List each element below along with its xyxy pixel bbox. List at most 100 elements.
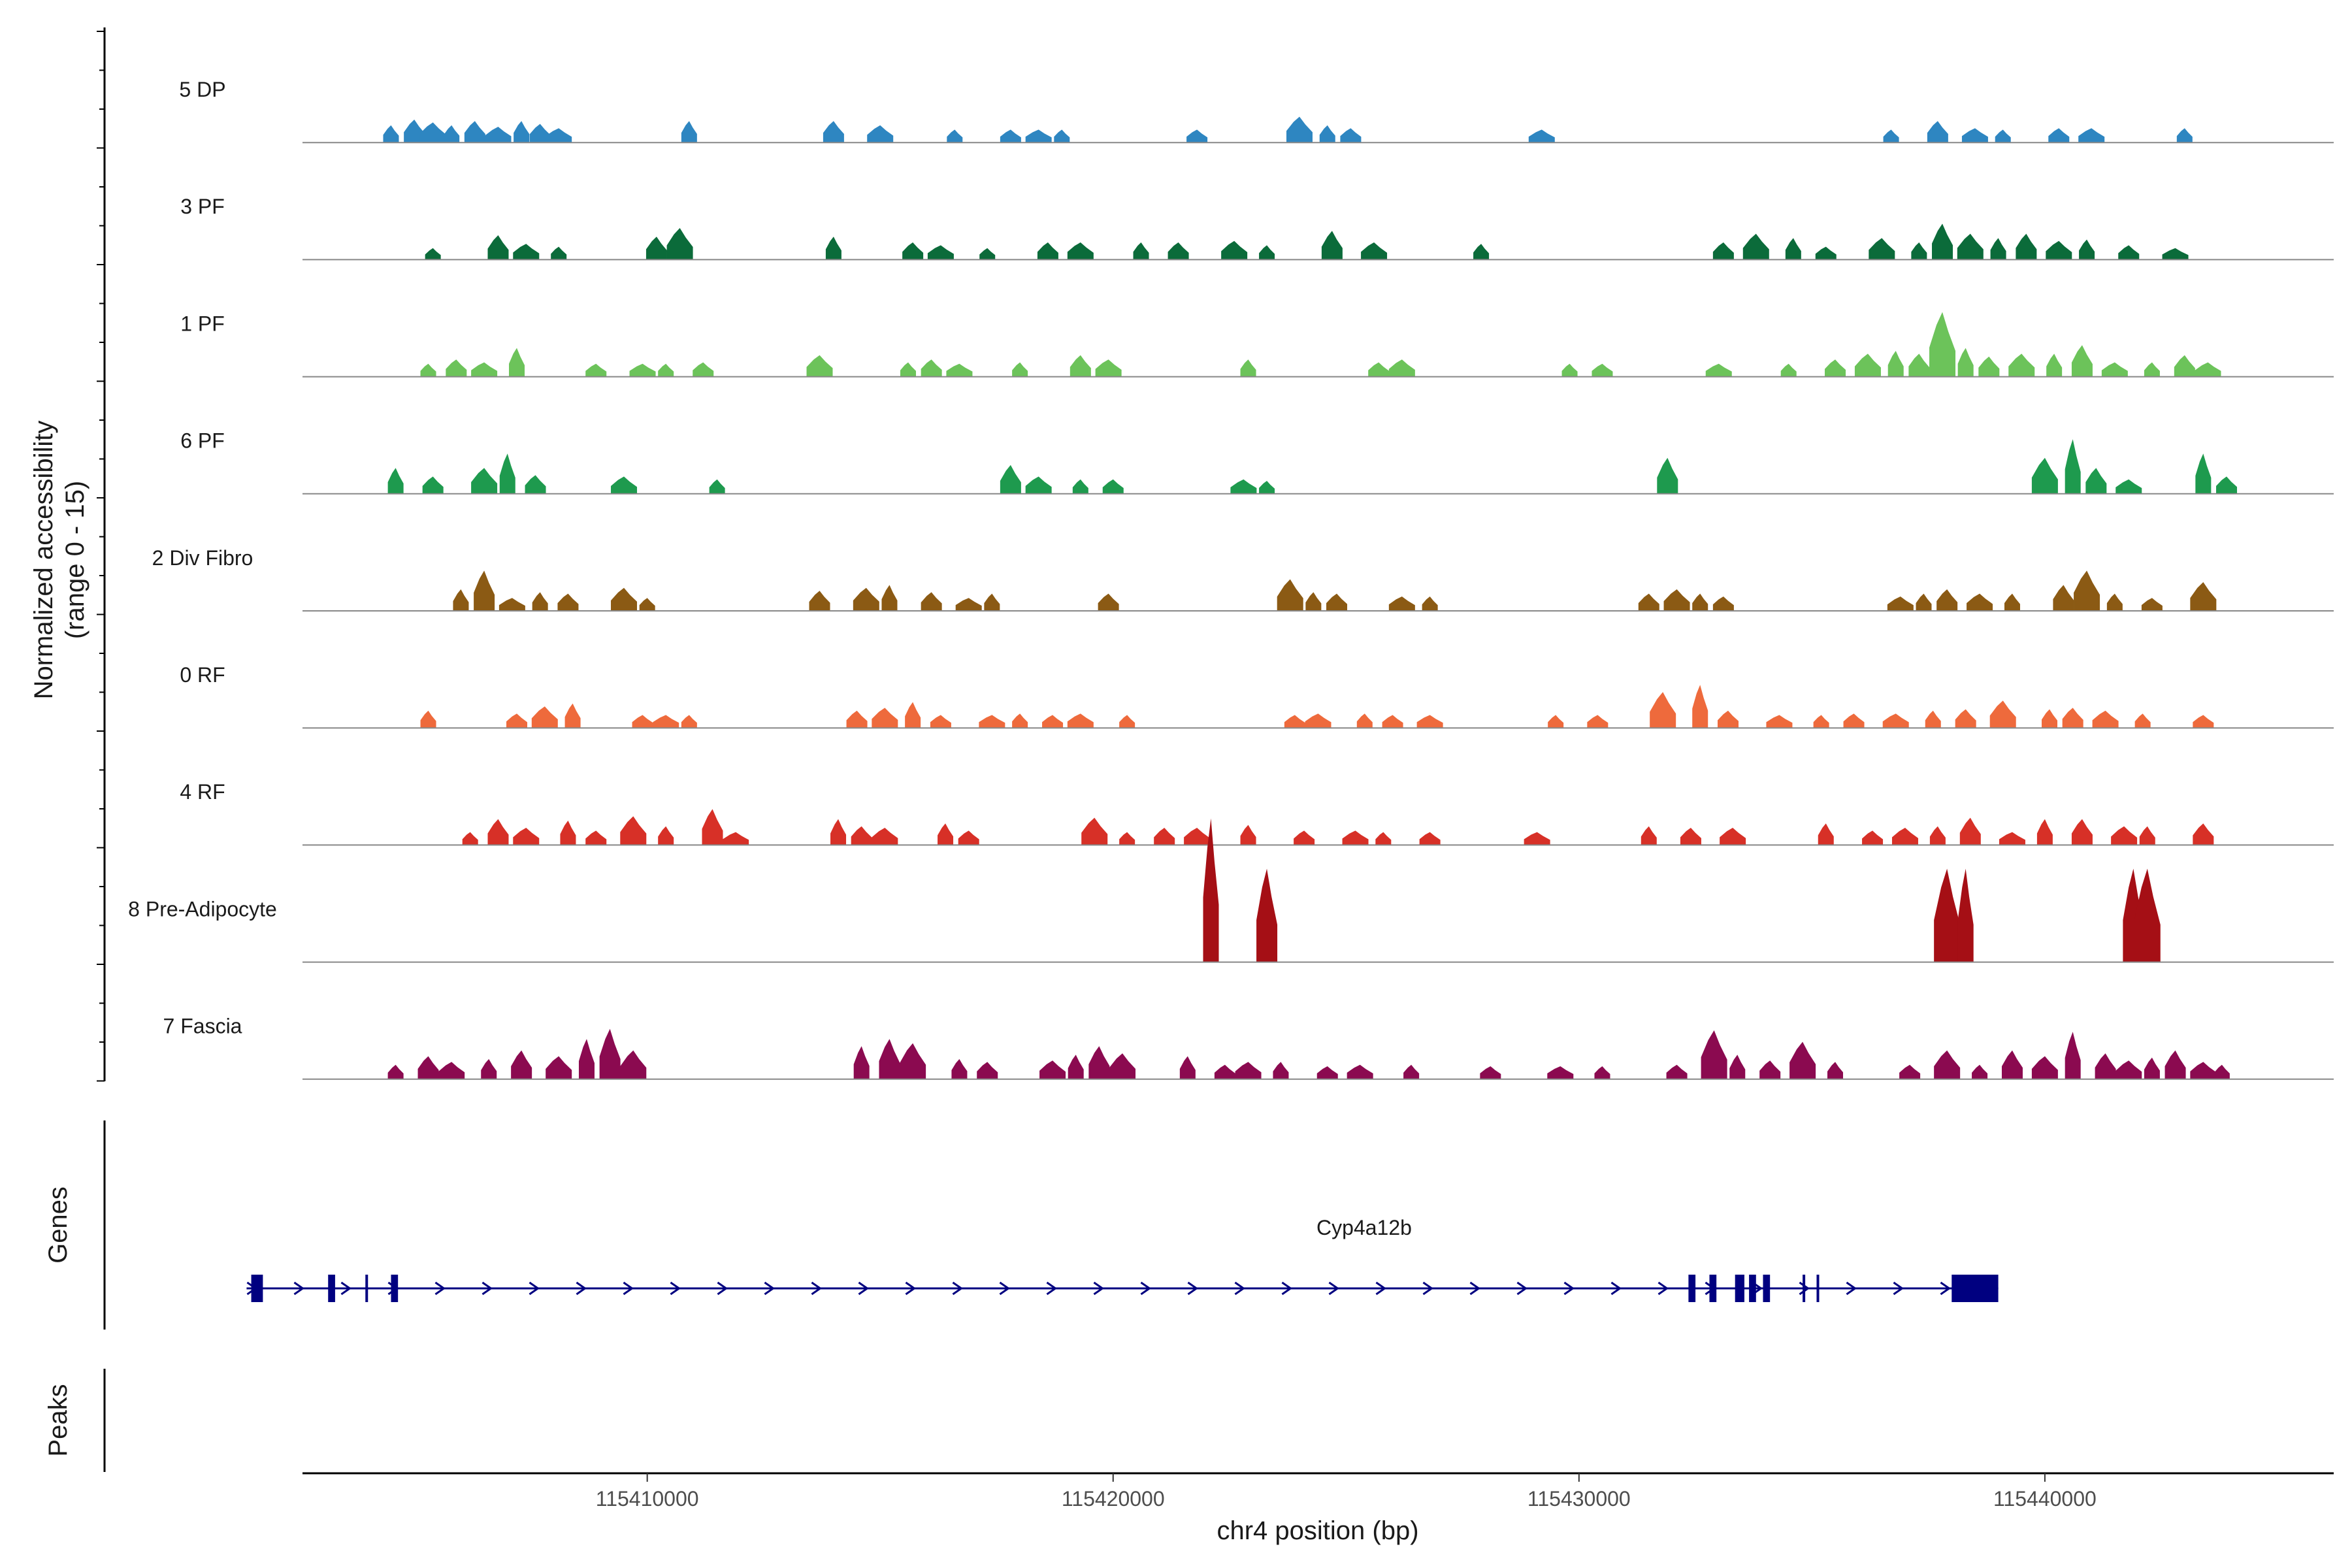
coverage-peak-7-fascia-2 xyxy=(417,1056,439,1079)
coverage-peak-1-pf-7 xyxy=(658,363,674,377)
coverage-peak-6-pf-5 xyxy=(525,475,546,494)
gene-strand-arrow-36 xyxy=(1893,1281,1904,1296)
gene-exon-9 xyxy=(1763,1275,1771,1302)
track-label-6-pf: 6 PF xyxy=(180,429,225,453)
coverage-peak-4-rf-21 xyxy=(1342,830,1369,845)
coverage-peak-2-div-fibro-24 xyxy=(1887,596,1914,611)
coverage-peak-2-div-fibro-7 xyxy=(639,598,655,611)
coverage-peak-4-rf-25 xyxy=(1641,826,1657,845)
coverage-peak-1-pf-29 xyxy=(1978,356,2000,377)
coverage-peak-0-rf-25 xyxy=(1692,685,1708,728)
gene-exon-10 xyxy=(1803,1275,1806,1302)
coverage-peak-3-pf-3 xyxy=(513,244,540,260)
coverage-peak-4-rf-3 xyxy=(513,828,540,845)
coverage-peak-0-rf-14 xyxy=(1042,715,1064,728)
coverage-peak-3-pf-22 xyxy=(1785,238,1801,260)
gene-strand-arrow-8 xyxy=(576,1281,587,1296)
coverage-peak-4-rf-33 xyxy=(1999,832,2025,845)
coverage-peak-4-rf-27 xyxy=(1720,828,1746,845)
coverage-peak-0-rf-4 xyxy=(564,703,581,728)
coverage-peak-6-pf-20 xyxy=(2215,476,2237,494)
y-axis-ticks xyxy=(97,31,105,1082)
coverage-peak-7-fascia-41 xyxy=(2095,1053,2116,1079)
track-label-3-pf: 3 PF xyxy=(180,195,225,218)
coverage-peak-2-div-fibro-19 xyxy=(1422,596,1438,611)
coverage-peak-2-div-fibro-20 xyxy=(1638,593,1659,611)
coverage-peak-3-pf-9 xyxy=(927,245,954,260)
coverage-peak-1-pf-9 xyxy=(806,355,833,377)
coverage-peak-0-rf-36 xyxy=(2092,710,2119,728)
coverage-peak-4-rf-9 xyxy=(723,832,749,845)
coverage-peak-6-pf-3 xyxy=(471,468,498,494)
gene-strand-arrow-13 xyxy=(811,1281,823,1296)
coverage-peak-4-rf-16 xyxy=(1119,832,1135,845)
coverage-peak-5-dp-1 xyxy=(383,125,399,143)
coverage-peak-4-rf-18 xyxy=(1184,828,1211,845)
coverage-peak-0-rf-26 xyxy=(1718,710,1739,728)
coverage-peak-4-rf-34 xyxy=(2036,819,2053,845)
x-tick-label-3: 115430000 xyxy=(1527,1487,1631,1511)
coverage-peak-5-dp-13 xyxy=(947,129,963,143)
x-axis-ticks: 115410000 115420000 115430000 115440000 xyxy=(596,1473,2097,1511)
coverage-peak-7-fascia-27 xyxy=(1547,1066,1574,1079)
coverage-peak-4-rf-5 xyxy=(585,830,607,845)
coverage-peak-5-dp-11 xyxy=(823,121,844,143)
coverage-peak-1-pf-13 xyxy=(1012,362,1028,377)
coverage-peak-7-fascia-29 xyxy=(1666,1064,1688,1079)
coverage-peak-7-fascia-11 xyxy=(879,1039,900,1079)
track-label-4-rf: 4 RF xyxy=(180,780,225,804)
gene-strand-arrow-18 xyxy=(1046,1281,1058,1296)
coverage-peak-3-pf-1 xyxy=(425,248,441,260)
coverage-peak-7-fascia-28 xyxy=(1594,1066,1610,1079)
coverage-peak-1-pf-15 xyxy=(1095,359,1122,377)
coverage-peak-8-pre-adipocyte-2 xyxy=(1256,868,1278,962)
x-axis-title: chr4 position (bp) xyxy=(1217,1516,1418,1545)
coverage-peak-1-pf-17 xyxy=(1368,362,1390,377)
coverage-peak-3-pf-17 xyxy=(1321,231,1343,260)
coverage-peak-4-rf-7 xyxy=(658,826,674,845)
coverage-peak-4-rf-13 xyxy=(938,823,954,845)
gene-exon-3 xyxy=(365,1275,368,1302)
coverage-peak-3-pf-24 xyxy=(1869,238,1895,260)
track-label-8-pre-adipocyte: 8 Pre-Adipocyte xyxy=(128,897,277,921)
coverage-peak-3-pf-13 xyxy=(1133,242,1149,260)
gene-exon-7 xyxy=(1735,1275,1744,1302)
coverage-peak-7-fascia-30 xyxy=(1701,1030,1727,1079)
coverage-peak-0-rf-3 xyxy=(531,706,558,728)
gene-strand-arrow-12 xyxy=(764,1281,776,1296)
coverage-peak-5-dp-17 xyxy=(1186,129,1208,143)
coverage-peak-5-dp-18 xyxy=(1286,116,1313,143)
coverage-peak-4-rf-6 xyxy=(620,816,647,845)
coverage-peak-1-pf-36 xyxy=(2195,362,2221,377)
coverage-peak-0-rf-29 xyxy=(1843,713,1865,728)
coverage-peak-5-dp-28 xyxy=(2176,128,2193,143)
coverage-peak-8-pre-adipocyte-6 xyxy=(2134,868,2161,962)
track-1-pf: 1 PF xyxy=(180,312,2334,378)
coverage-peak-7-fascia-42 xyxy=(2115,1060,2142,1079)
coverage-peak-5-dp-19 xyxy=(1319,125,1335,143)
coverage-peak-1-pf-18 xyxy=(1388,359,1415,377)
coverage-peak-7-fascia-1 xyxy=(387,1064,404,1079)
coverage-peak-0-rf-15 xyxy=(1067,713,1094,728)
gene-exon-8 xyxy=(1749,1275,1756,1302)
gene-strand-arrow-30 xyxy=(1610,1281,1622,1296)
coverage-peak-0-rf-16 xyxy=(1119,715,1135,728)
x-tick-label-4: 115440000 xyxy=(1993,1487,2097,1511)
coverage-peak-4-rf-30 xyxy=(1891,828,1918,845)
coverage-peak-2-div-fibro-14 xyxy=(1098,593,1119,611)
coverage-peak-1-pf-25 xyxy=(1887,351,1904,377)
coverage-peak-3-pf-10 xyxy=(979,248,996,260)
coverage-peak-2-div-fibro-12 xyxy=(955,598,982,611)
coverage-peak-2-div-fibro-6 xyxy=(611,587,638,611)
coverage-peak-4-rf-14 xyxy=(958,830,979,845)
coverage-peak-7-fascia-14 xyxy=(977,1062,998,1079)
coverage-peak-2-div-fibro-8 xyxy=(809,591,830,611)
gene-strand-arrow-21 xyxy=(1187,1281,1199,1296)
coverage-peak-6-pf-4 xyxy=(499,453,515,494)
genes-panel-title: Genes xyxy=(44,1186,73,1264)
coverage-peak-2-div-fibro-4 xyxy=(532,592,548,611)
track-3-pf: 3 PF xyxy=(180,195,2334,261)
coverage-peak-0-rf-19 xyxy=(1356,713,1373,728)
coverage-peak-0-rf-11 xyxy=(930,715,951,728)
